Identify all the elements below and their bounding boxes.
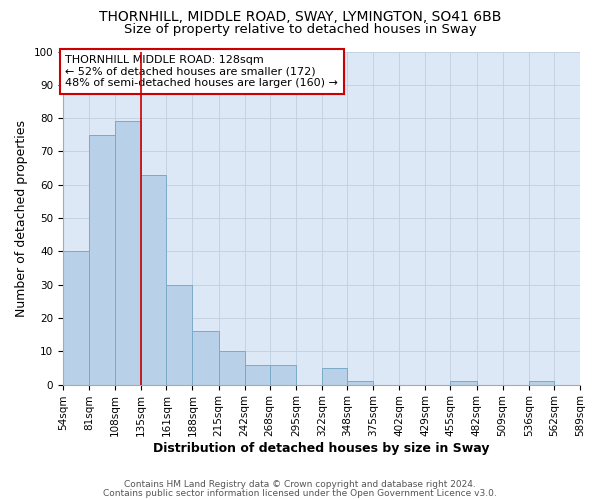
Text: THORNHILL, MIDDLE ROAD, SWAY, LYMINGTON, SO41 6BB: THORNHILL, MIDDLE ROAD, SWAY, LYMINGTON,…	[99, 10, 501, 24]
Bar	[193, 332, 218, 384]
Bar	[218, 352, 245, 384]
Bar	[115, 122, 141, 384]
Bar	[322, 368, 347, 384]
Bar	[245, 364, 270, 384]
Bar	[451, 382, 476, 384]
Bar	[63, 252, 89, 384]
Bar	[141, 174, 166, 384]
Bar	[89, 135, 115, 384]
Text: THORNHILL MIDDLE ROAD: 128sqm
← 52% of detached houses are smaller (172)
48% of : THORNHILL MIDDLE ROAD: 128sqm ← 52% of d…	[65, 55, 338, 88]
Text: Size of property relative to detached houses in Sway: Size of property relative to detached ho…	[124, 22, 476, 36]
Bar	[270, 364, 296, 384]
X-axis label: Distribution of detached houses by size in Sway: Distribution of detached houses by size …	[153, 442, 490, 455]
Text: Contains HM Land Registry data © Crown copyright and database right 2024.: Contains HM Land Registry data © Crown c…	[124, 480, 476, 489]
Text: Contains public sector information licensed under the Open Government Licence v3: Contains public sector information licen…	[103, 488, 497, 498]
Y-axis label: Number of detached properties: Number of detached properties	[15, 120, 28, 316]
Bar	[529, 382, 554, 384]
Bar	[166, 284, 193, 384]
Bar	[347, 382, 373, 384]
